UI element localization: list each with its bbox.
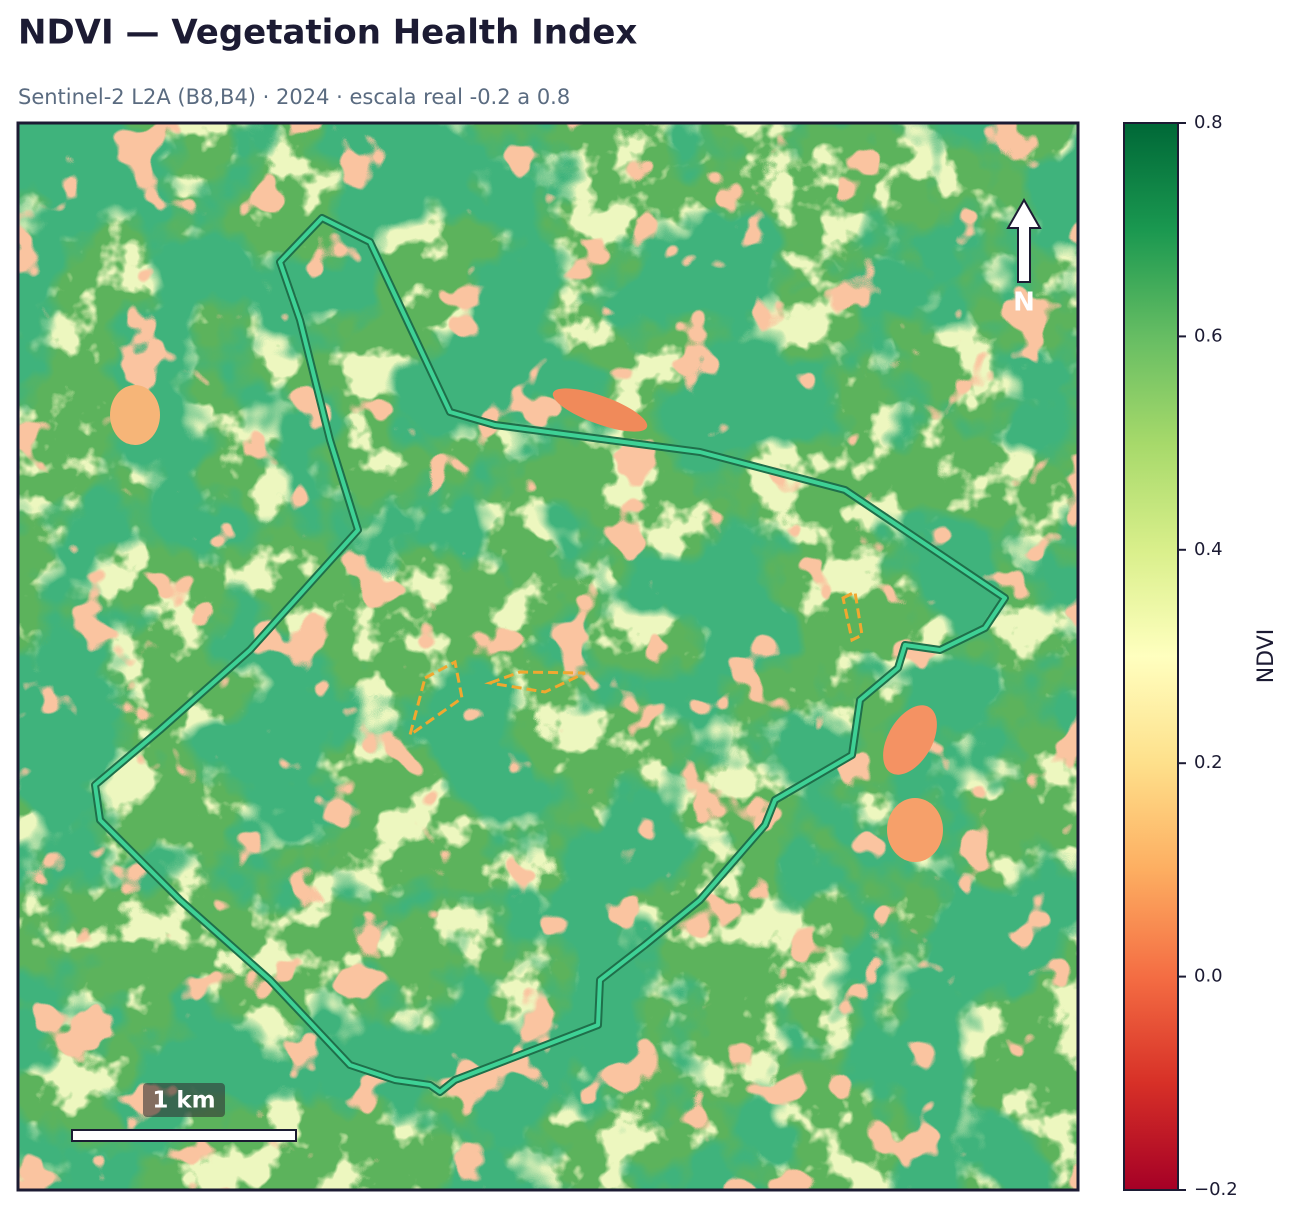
- colorbar-ticks: −0.2 0.0 0.2 0.4 0.6 0.8: [1178, 112, 1238, 1200]
- colorbar-tick-label: 0.4: [1194, 539, 1223, 560]
- map-frame: [16, 121, 1080, 1192]
- subtitle: Sentinel-2 L2A (B8,B4) · 2024 · escala r…: [18, 85, 570, 109]
- colorbar-tick-label: 0.6: [1194, 325, 1223, 346]
- plots: [407, 589, 864, 739]
- aoi-boundary: [93, 216, 1007, 1094]
- scale-bar: 1 km: [71, 1083, 297, 1142]
- scale-label: 1 km: [152, 1088, 215, 1114]
- colorbar-label: NDVI: [1254, 629, 1279, 684]
- colorbar-tick-label: 0.8: [1194, 112, 1223, 133]
- title: NDVI — Vegetation Health Index: [18, 13, 637, 53]
- north-arrow: N: [1006, 197, 1042, 318]
- colorbar-tick-label: 0.0: [1194, 966, 1223, 987]
- north-label: N: [1013, 288, 1035, 318]
- colorbar: [1123, 122, 1179, 1191]
- colorbar-tick-label: 0.2: [1194, 752, 1223, 773]
- colorbar-tick-label: −0.2: [1194, 1179, 1238, 1200]
- ndvi-raster: [18, 123, 1078, 1190]
